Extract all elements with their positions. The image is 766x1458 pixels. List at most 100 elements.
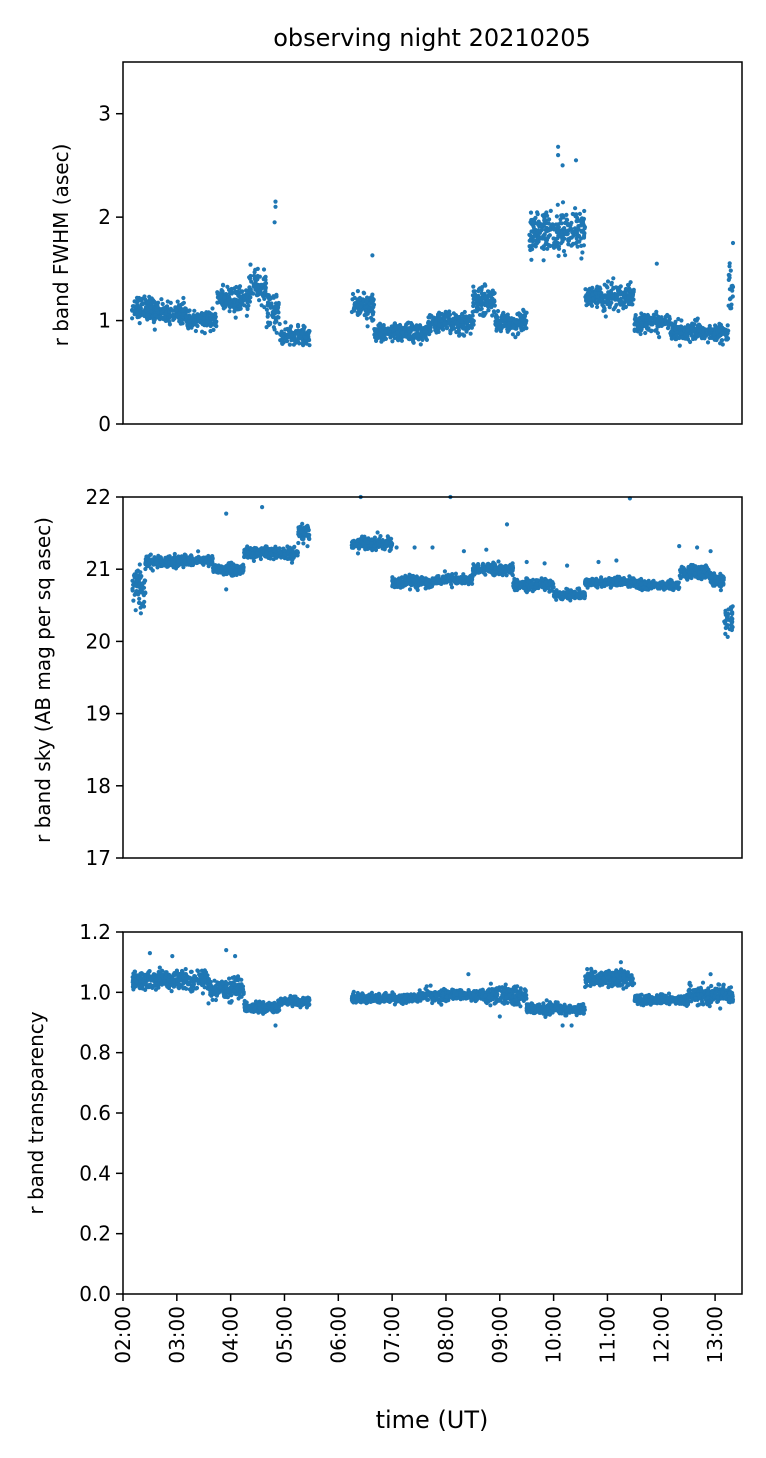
data-point [471,322,476,327]
data-point [556,253,561,258]
data-point [264,550,269,556]
data-point [616,308,621,314]
data-point [198,315,203,320]
data-point [374,338,379,343]
data-point [529,257,534,262]
data-point [254,292,260,297]
data-point [187,559,192,564]
data-point [461,579,466,584]
data-point [442,569,447,574]
data-point [137,562,142,567]
data-point [595,294,600,299]
data-point [483,310,488,316]
data-point [306,328,311,334]
data-point [433,328,438,333]
data-point [280,339,285,344]
data-point [245,544,250,549]
data-point [546,586,551,591]
y-tick-label: 0 [98,412,111,436]
data-point [454,330,459,335]
data-point [530,247,535,252]
data-point [134,578,139,583]
data-point [554,214,560,219]
data-point [211,327,216,332]
data-point [560,595,565,600]
data-point [131,598,136,603]
data-point [573,214,578,219]
data-point [537,235,543,240]
data-point [389,536,394,541]
data-point [388,326,393,331]
data-point [584,303,589,308]
data-point [568,588,574,593]
data-point [536,228,541,233]
data-point [621,581,626,586]
data-point [590,292,595,297]
data-point [516,323,521,328]
data-point [510,572,515,577]
data-point [403,324,408,329]
data-point [582,233,587,239]
data-point [352,295,357,300]
data-point [201,320,207,325]
data-point [692,327,698,332]
data-point [676,316,681,322]
data-point [463,314,468,319]
data-point [673,327,678,332]
data-point [355,303,360,308]
data-point [462,309,467,315]
data-point [268,296,273,301]
data-point [587,578,592,583]
data-point [436,312,441,317]
data-point [490,570,495,576]
data-point [364,299,369,304]
data-point [271,308,276,314]
data-point [282,552,287,557]
data-point [649,328,654,333]
data-point [232,286,237,291]
data-point [447,309,452,314]
data-point [450,324,455,329]
data-point [259,546,264,551]
data-point [580,250,585,255]
data-point [159,310,164,315]
data-point [494,317,499,322]
data-point [432,324,437,330]
data-point [305,523,310,529]
data-point [611,276,616,281]
data-point [604,299,610,304]
data-point [471,571,476,576]
data-point [186,326,191,331]
data-point [728,268,733,273]
data-point [477,312,483,317]
data-point [564,586,569,591]
data-point [195,560,200,565]
data-point [273,319,279,324]
data-point [730,288,735,293]
data-point [170,560,175,565]
data-point [227,300,232,305]
data-point [301,541,306,546]
data-point [480,291,485,296]
data-point [552,240,557,246]
data-point [729,284,734,289]
data-point [442,316,447,321]
data-point [582,226,587,231]
data-point [616,285,621,290]
data-point [275,315,280,320]
data-point [217,569,222,574]
data-point [684,333,689,338]
data-point [149,557,154,562]
data-point [248,262,253,267]
data-point [213,311,218,316]
data-point [632,317,638,322]
data-point [138,570,143,575]
data-point [265,311,270,316]
data-point [607,305,612,310]
data-point [388,332,393,337]
data-point [387,548,392,554]
data-point [380,324,385,329]
data-point [269,301,274,306]
data-point [395,334,400,339]
data-point [295,322,301,328]
